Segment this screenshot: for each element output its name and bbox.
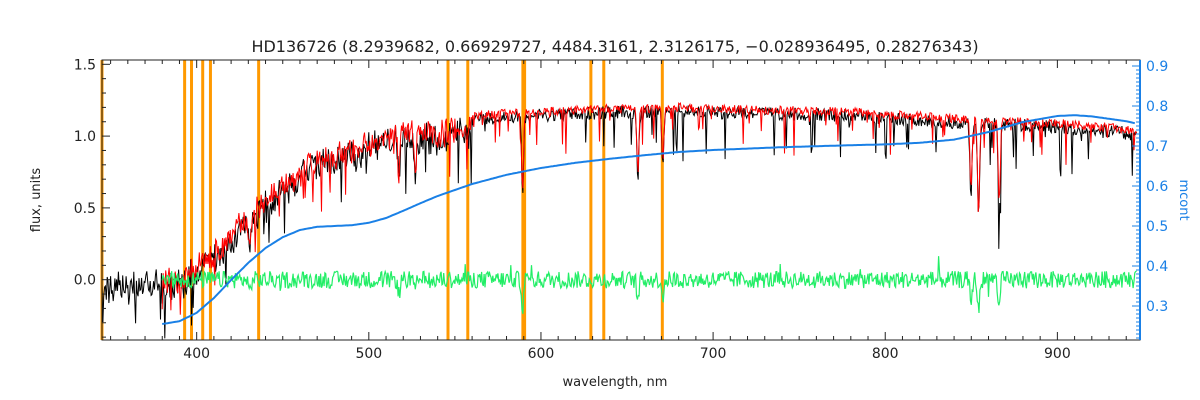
y2-axis-label: mcont	[1176, 179, 1191, 220]
y2-tick-label: 0.5	[1146, 219, 1168, 235]
y2-tick-label: 0.4	[1146, 259, 1168, 275]
y-tick-label: 1.0	[74, 129, 96, 145]
x-tick-label: 700	[700, 346, 727, 362]
y-tick-label: 0.5	[74, 201, 96, 217]
y-tick-label: 1.5	[74, 57, 96, 73]
marker-lines-layer	[100, 60, 664, 340]
y2-tick-label: 0.6	[1146, 179, 1168, 195]
y-tick-label: 0.0	[74, 273, 96, 289]
series-residual	[161, 256, 1137, 315]
x-tick-label: 800	[872, 346, 899, 362]
series-mcont	[162, 114, 1136, 325]
y2-tick-label: 0.3	[1146, 299, 1168, 315]
x-tick-label: 600	[528, 346, 555, 362]
chart-title: HD136726 (8.2939682, 0.66929727, 4484.31…	[251, 37, 978, 56]
x-tick-label: 500	[355, 346, 382, 362]
y2-tick-label: 0.8	[1146, 99, 1168, 115]
x-tick-label: 900	[1044, 346, 1071, 362]
x-tick-label: 400	[183, 346, 210, 362]
x-axis-label: wavelength, nm	[563, 375, 668, 390]
y-axis-label: flux, units	[29, 168, 44, 233]
y2-tick-label: 0.7	[1146, 139, 1168, 155]
axes-layer: 400 500 600 700 800 900 0.0 0.5 1.0 1.5 0.3 0.4 0.5 0…	[74, 57, 1169, 362]
y2-tick-label: 0.9	[1146, 59, 1168, 75]
series-layer	[101, 102, 1138, 339]
